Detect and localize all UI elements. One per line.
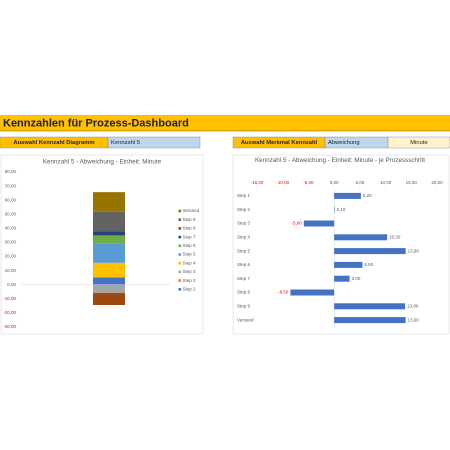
y-tick-label: Step 7 [237,276,251,281]
y-tick-label: -20,00 [3,310,16,315]
legend-label: Step 1 [183,286,197,291]
selector-value[interactable]: Kennzahl 5 [111,140,140,146]
legend-swatch [178,270,182,274]
y-tick-label: Step 5 [237,248,251,253]
bar-segment [93,277,125,285]
x-tick-label: -15,00 [251,180,264,185]
title-bar [0,115,450,131]
bar [334,275,350,282]
bar [334,234,388,241]
legend-label: Step 8 [183,226,197,231]
legend-label: Step 3 [183,269,197,274]
value-label: 13,90 [408,317,420,322]
bar [334,303,406,310]
y-tick-label: 10,00 [5,268,17,273]
bar-segment [93,192,125,212]
unit-value: Minute [410,140,427,146]
x-tick-label: 10,00 [380,180,392,185]
legend-label: Step 5 [183,252,197,257]
x-tick-label: 15,00 [406,180,418,185]
x-tick-label: -5,00 [303,180,314,185]
y-tick-label: Step 6 [237,262,251,267]
value-label: 0,10 [337,207,346,212]
chart-title-box: Kennzahl 5 - Abweichung - Einheit: Minut… [254,157,426,164]
value-label: 3,00 [352,276,361,281]
y-tick-label: Step 1 [237,193,251,198]
bar [334,248,406,255]
value-label: 13,90 [408,248,420,253]
selector-label: Auswahl Kennzahl Diagramm [13,140,94,146]
unit-cell [387,136,450,149]
bar-segment [93,293,125,306]
legend-swatch [178,288,182,291]
legend-swatch [178,209,182,213]
chart-title: Kennzahl 5 - Abweichung - Einheit: Minut… [254,157,426,164]
y-tick-label: 60,00 [5,197,17,202]
chart-title: Kennzahl 5 - Abweichung - Einheit: Minut… [43,159,162,166]
value-label: 10,30 [389,234,401,239]
value-label: 13,80 [407,303,419,308]
x-tick-label: 0,00 [330,180,339,185]
selector-value[interactable]: Abweichung [328,140,360,146]
y-tick-label: 30,00 [5,240,17,245]
value-label: 5,50 [364,262,373,267]
bar [334,261,363,268]
x-tick-label: 20,00 [431,180,443,185]
y-tick-label: Versand [237,317,254,322]
y-tick-label: 70,00 [5,183,17,188]
legend-label: Step 2 [183,278,197,283]
bar [334,192,361,199]
dashboard-title: Kennzahlen für Prozess-Dashboard [3,117,189,129]
y-tick-label: Step 2 [237,207,251,212]
legend-label: Step 7 [183,234,197,239]
legend-label: Step 9 [183,217,197,222]
x-tick-label: 5,00 [355,180,364,185]
bar-segment [93,231,125,236]
bar [303,220,335,227]
bar-segment [93,235,125,244]
bar-segment [93,243,125,263]
legend-label: Step 6 [183,243,197,248]
x-tick-label: -10,00 [276,180,289,185]
y-tick-label: Step 3 [237,221,251,226]
legend-swatch [178,279,182,282]
y-tick-label: Step 8 [237,290,251,295]
y-tick-label: -30,00 [3,324,16,329]
legend-swatch [178,253,182,256]
legend-swatch [178,235,182,239]
bar [334,317,406,324]
bar-segment [93,262,125,278]
y-tick-label: 20,00 [5,254,17,259]
y-tick-label: -10,00 [3,296,16,301]
y-tick-label: Step 4 [237,234,251,239]
y-tick-label: 80,00 [5,169,17,174]
legend-swatch [178,227,182,230]
legend-label: Versand [183,208,200,213]
legend-swatch [178,244,182,248]
legend-swatch [178,218,182,221]
bar-segment [93,211,125,232]
legend-label: Step 4 [183,260,197,265]
y-tick-label: 40,00 [5,226,17,231]
value-label: 5,20 [363,193,372,198]
selector-label: Auswahl Merkmal Kennzahl [241,140,318,146]
bar [290,289,335,296]
y-tick-label: 50,00 [5,211,17,216]
y-tick-label: Step 9 [237,303,251,308]
y-tick-label: 0,00 [7,282,16,287]
bar [334,206,335,213]
value-label: -5,90 [292,221,303,226]
value-label: -8,50 [278,290,289,295]
legend-swatch [178,261,182,265]
selector-value-cell[interactable] [107,136,201,149]
bar-segment [93,284,125,294]
